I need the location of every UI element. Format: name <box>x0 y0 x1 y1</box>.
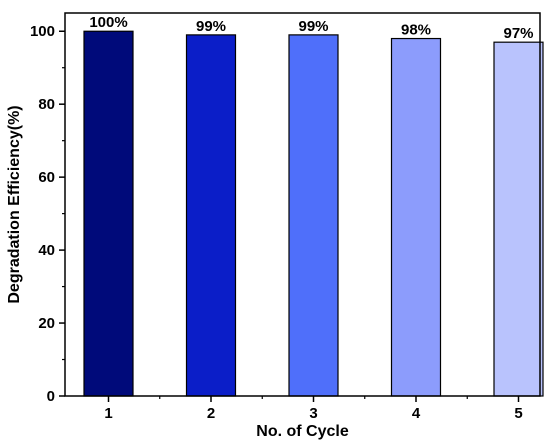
y-axis: 0 20 40 60 80 100 <box>30 23 65 405</box>
y-tick-label: 0 <box>47 388 55 405</box>
y-tick-label: 40 <box>38 242 55 259</box>
y-axis-title: Degradation Efficiency(%) <box>6 105 23 303</box>
data-label-cycle-3: 99% <box>298 18 328 35</box>
y-tick-label: 20 <box>38 315 55 332</box>
data-label-cycle-2: 99% <box>196 18 226 35</box>
x-tick-label: 2 <box>207 405 215 422</box>
bars-group <box>83 30 544 397</box>
data-labels-group: 100% 99% 99% 98% 97% <box>89 14 533 42</box>
x-tick-label: 1 <box>104 405 112 422</box>
plot-frame <box>64 12 541 397</box>
y-tick-label: 60 <box>38 169 55 186</box>
x-tick-label: 5 <box>514 405 522 422</box>
data-label-cycle-4: 98% <box>401 22 431 39</box>
x-tick-label: 3 <box>309 405 317 422</box>
x-axis: 1 2 3 4 5 <box>104 396 523 422</box>
bar-cycle-5 <box>493 41 544 397</box>
bar-cycle-3 <box>288 34 339 397</box>
x-axis-title: No. of Cycle <box>256 423 349 440</box>
data-label-cycle-1: 100% <box>89 14 127 31</box>
bar-cycle-4 <box>390 37 442 397</box>
bar-cycle-2 <box>185 34 237 397</box>
bar-cycle-1 <box>83 30 134 397</box>
y-tick-label: 100 <box>30 23 55 40</box>
y-tick-label: 80 <box>38 96 55 113</box>
x-tick-label: 4 <box>412 405 421 422</box>
data-label-cycle-5: 97% <box>503 25 533 42</box>
